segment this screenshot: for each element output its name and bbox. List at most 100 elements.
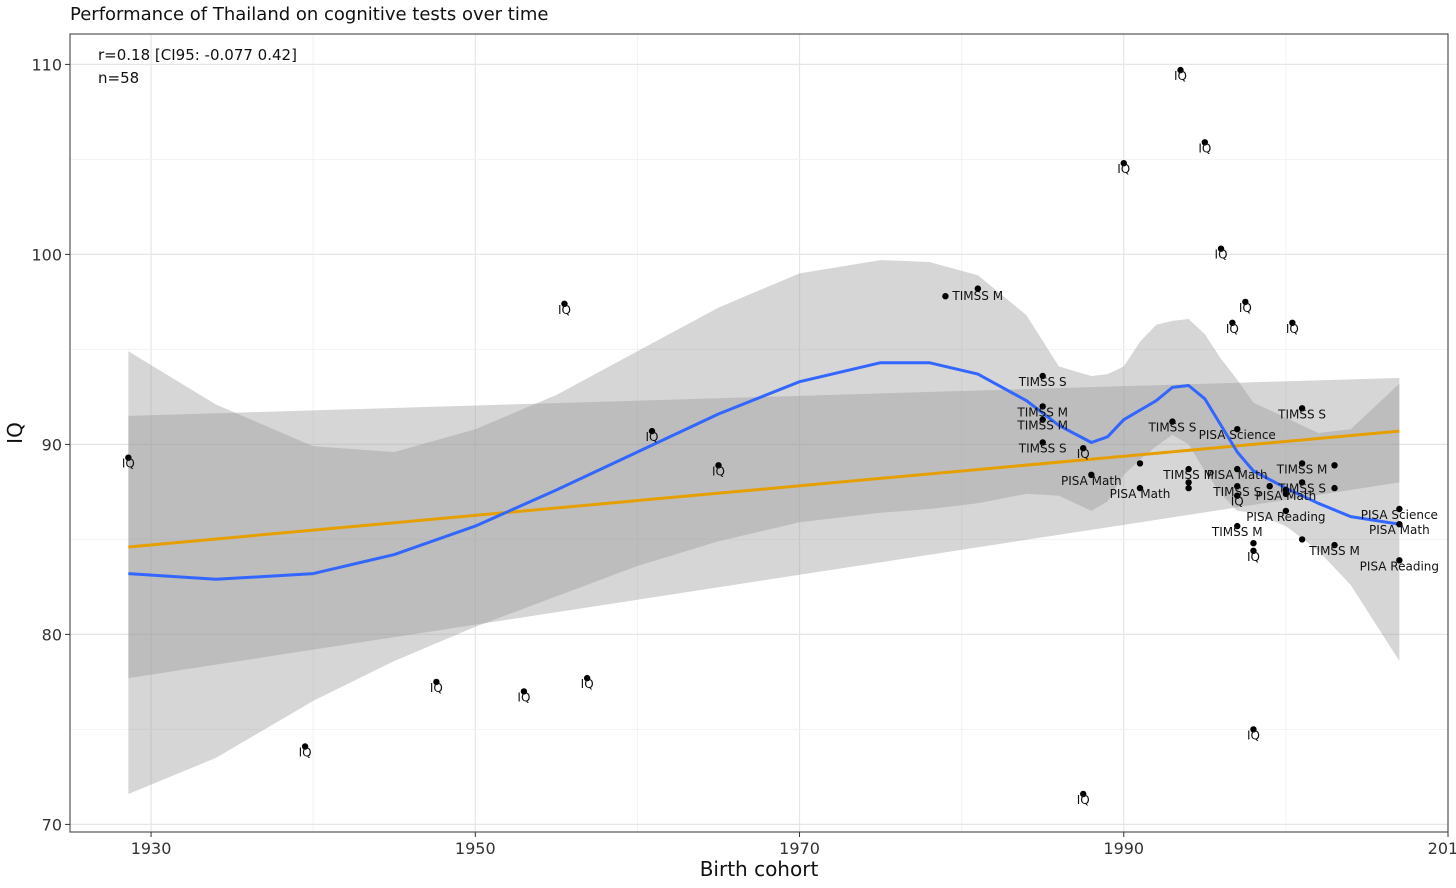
point-label: TIMSS M	[1162, 468, 1214, 482]
data-point	[1282, 490, 1290, 497]
y-tick-label: 100	[31, 245, 62, 264]
data-point	[942, 293, 949, 300]
data-point	[125, 454, 132, 461]
point-label: IQ	[581, 677, 594, 691]
y-tick-label: 70	[42, 815, 62, 834]
point-label: TIMSS S	[1212, 485, 1261, 499]
point-label: IQ	[1247, 550, 1260, 564]
data-point	[1298, 405, 1306, 412]
point-label: IQ	[517, 690, 530, 704]
point-label: TIMSS M	[1276, 462, 1328, 476]
n-annotation: n=58	[98, 69, 139, 87]
data-point	[1120, 160, 1127, 167]
data-point	[1039, 416, 1046, 423]
data-point	[1136, 460, 1144, 467]
data-point	[648, 427, 656, 435]
point-label: IQ	[1117, 162, 1130, 176]
data-point	[1242, 298, 1249, 306]
x-tick-label: 2010	[1428, 839, 1456, 858]
data-point	[520, 688, 528, 695]
data-point	[1185, 479, 1192, 486]
point-label: IQ	[1231, 495, 1244, 509]
data-point	[1396, 505, 1403, 513]
point-label: PISA Science	[1361, 508, 1438, 522]
point-label: IQ	[646, 430, 659, 444]
point-label: IQ	[1247, 728, 1260, 742]
x-tick-label: 1990	[1103, 839, 1144, 858]
data-point	[974, 285, 982, 292]
data-point	[1185, 465, 1192, 473]
y-tick-label: 80	[42, 625, 62, 644]
point-label: IQ	[1226, 322, 1239, 336]
data-point	[1039, 439, 1046, 446]
data-point	[1088, 471, 1095, 478]
point-label: TIMSS M	[1016, 419, 1068, 433]
data-point	[1266, 483, 1273, 490]
point-label: PISA Science	[1199, 428, 1276, 442]
point-label: PISA Math	[1061, 474, 1122, 488]
data-point	[1234, 492, 1241, 499]
point-label: TIMSS M	[1016, 405, 1068, 419]
data-point	[1298, 536, 1306, 543]
data-points	[125, 66, 1403, 798]
point-label: TIMSS S	[1147, 421, 1196, 435]
x-tick-label: 1970	[779, 839, 820, 858]
x-tick-label: 1950	[455, 839, 496, 858]
fit-lines	[128, 361, 1400, 581]
linear-confidence-band	[128, 377, 1400, 679]
data-point	[433, 678, 440, 686]
data-point	[1039, 372, 1046, 380]
data-point	[1250, 547, 1257, 554]
point-label: IQ	[122, 457, 135, 471]
data-point	[1169, 418, 1176, 425]
data-point	[1234, 522, 1241, 530]
y-tick-label: 110	[31, 55, 62, 74]
point-label: PISA Math	[1256, 489, 1317, 503]
data-point	[301, 743, 309, 750]
y-tick-label: 90	[42, 435, 62, 454]
data-point	[1250, 726, 1257, 733]
point-label: IQ	[1198, 141, 1211, 155]
point-label: IQ	[558, 303, 571, 317]
data-point	[1289, 319, 1296, 326]
data-point	[1229, 319, 1236, 326]
y-axis-title: IQ	[3, 422, 27, 444]
point-label: PISA Math	[1110, 487, 1171, 501]
linear-fit-line	[128, 429, 1400, 549]
point-label: PISA Reading	[1360, 559, 1439, 573]
data-point	[715, 462, 722, 469]
point-label: TIMSS S	[1277, 407, 1326, 421]
point-label: IQ	[299, 746, 312, 760]
point-label: TIMSS M	[951, 289, 1003, 303]
data-point	[1039, 403, 1046, 410]
loess-confidence-band	[128, 260, 1400, 795]
point-label: TIMSS S	[1018, 375, 1067, 389]
data-point	[1234, 483, 1241, 490]
data-point	[1177, 66, 1184, 74]
correlation-annotation: r=0.18 [CI95: -0.077 0.42]	[98, 46, 297, 64]
data-point	[561, 300, 568, 307]
point-label: IQ	[712, 464, 725, 478]
point-label: TIMSS S	[1018, 442, 1067, 456]
panel-border	[69, 33, 1449, 833]
data-point	[1331, 484, 1338, 492]
point-label: IQ	[1286, 322, 1299, 336]
axes: 1930 1950 1970 1990 2010 70 80 90 100 110	[31, 55, 1456, 858]
point-label: TIMSS M	[1308, 544, 1360, 558]
data-point	[1201, 139, 1209, 146]
point-label: IQ	[430, 681, 443, 695]
x-tick-label: 1930	[131, 839, 172, 858]
data-point	[1298, 460, 1306, 467]
chart-title: Performance of Thailand on cognitive tes…	[70, 4, 549, 25]
data-point	[1396, 521, 1403, 528]
data-point	[1331, 541, 1338, 549]
point-label: PISA Math	[1369, 523, 1430, 537]
point-label: TIMSS M	[1211, 525, 1263, 539]
point-label: PISA Reading	[1246, 510, 1325, 524]
data-point	[1396, 557, 1403, 564]
point-label: IQ	[1215, 248, 1228, 262]
point-label: TIMSS S	[1277, 481, 1326, 495]
point-label: IQ	[1174, 69, 1187, 83]
